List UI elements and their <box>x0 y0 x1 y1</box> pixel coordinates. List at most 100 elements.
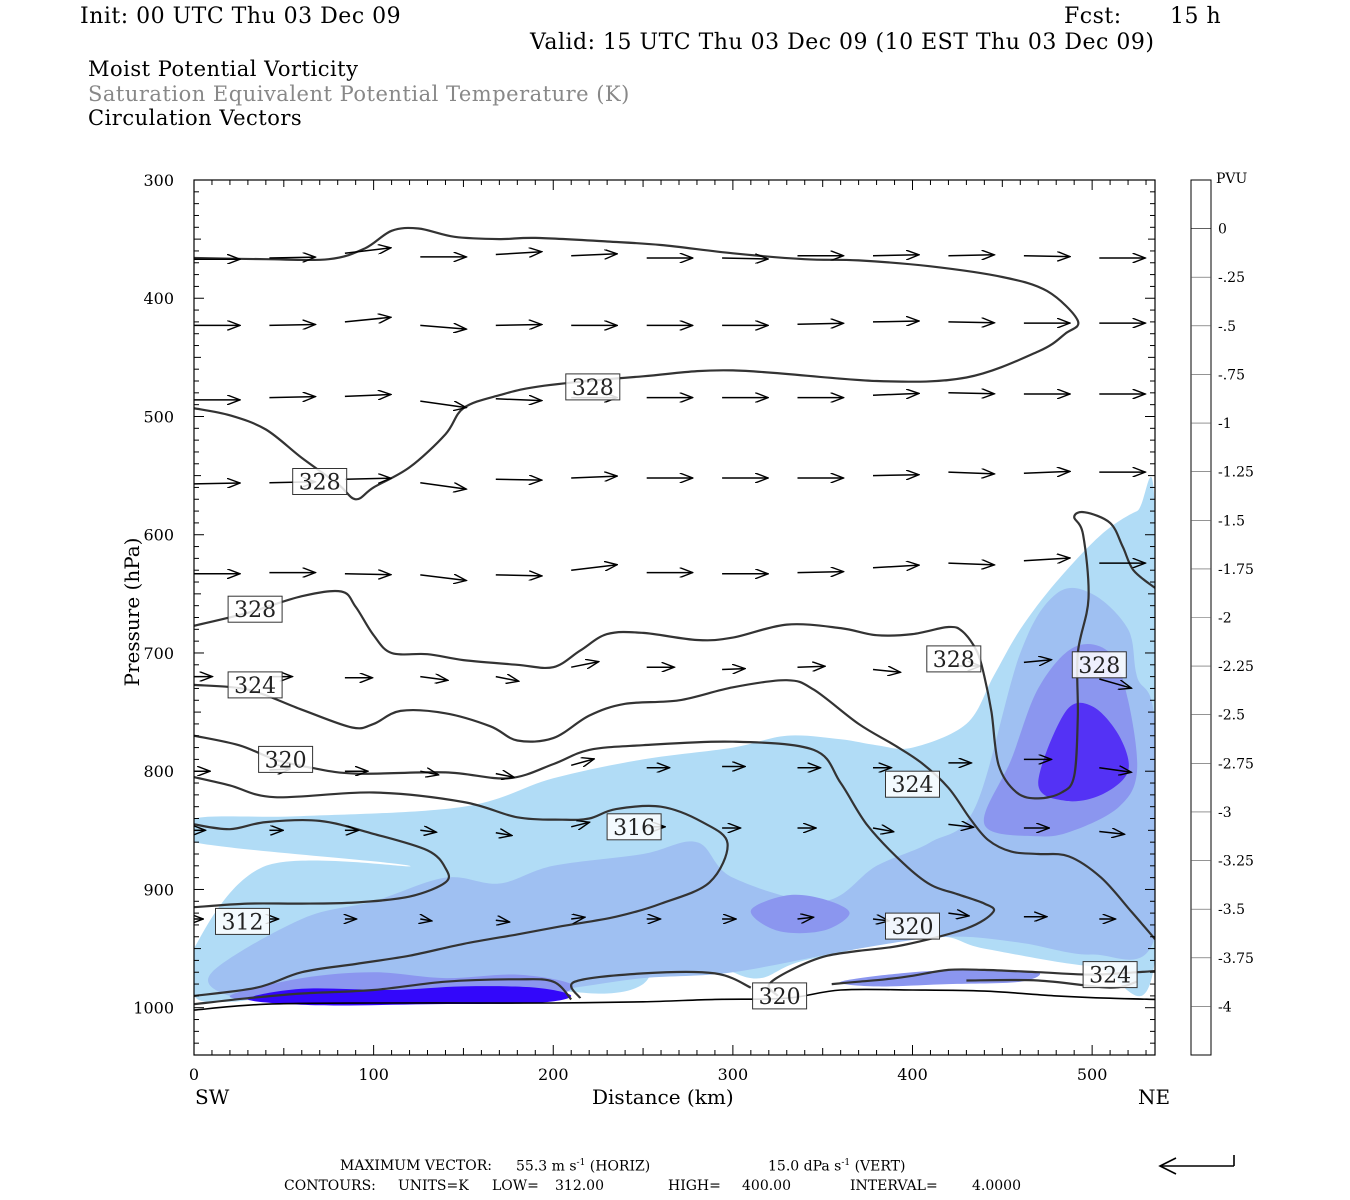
contour-label-box <box>227 671 283 699</box>
valid-time: Valid: 15 UTC Thu 03 Dec 09 (10 EST Thu … <box>530 30 1155 55</box>
y-tick-label: 400 <box>143 289 174 308</box>
x-tick-label: 500 <box>1077 1065 1108 1084</box>
colorbar-label: -4 <box>1218 999 1232 1015</box>
vector-arrow-43 <box>495 479 542 480</box>
contour-interval-value: 4.0000 <box>972 1178 1021 1194</box>
contour-label-box <box>215 907 270 935</box>
vector-arrow-96 <box>571 822 589 827</box>
y-tick-label: 900 <box>143 880 174 899</box>
contour-high-label: HIGH= <box>668 1178 721 1194</box>
vert-superscript: -1 <box>841 1158 851 1168</box>
vector-arrow-9 <box>872 255 919 256</box>
max-vector-label: MAXIMUM VECTOR: <box>340 1158 492 1174</box>
vector-arrow-101 <box>948 824 973 827</box>
vector-arrow-16 <box>420 325 466 329</box>
contour-label-text: 312 <box>222 910 264 935</box>
theta-contour-layer <box>194 226 1155 1011</box>
contours-label: CONTOURS: <box>284 1178 376 1194</box>
contour-label-6: 324 <box>885 770 940 798</box>
vector-arrow-39 <box>194 483 240 484</box>
x-tick-label: 200 <box>538 1065 569 1084</box>
contour-label-12: 312 <box>215 907 270 935</box>
vector-arrow-4 <box>495 252 542 255</box>
contour-label-text: 328 <box>299 471 341 496</box>
y-axis-title: Pressure (hPa) <box>120 537 144 687</box>
vector-arrow-109 <box>571 917 585 919</box>
vector-arrow-107 <box>420 919 432 921</box>
y-tick-label: 700 <box>143 644 174 663</box>
colorbar-unit: PVU <box>1216 171 1248 187</box>
contour-label-text: 324 <box>1089 964 1131 989</box>
vector-arrow-83 <box>570 759 594 765</box>
colorbar: 0 -.25 -.5 -.75 -1 -1.25 -1.5 -1.75 -2 -2.25 -2.5 -… <box>1190 179 1254 1056</box>
colorbar-label: -.25 <box>1218 270 1245 286</box>
vector-arrow-61 <box>872 565 919 568</box>
vector-arrow-23 <box>948 322 994 323</box>
y-tick-label: 300 <box>143 171 174 190</box>
contour-label-text: 324 <box>234 674 276 699</box>
plot-frame <box>193 179 1156 1056</box>
colorbar-label: -.5 <box>1218 319 1236 335</box>
colorbar-label: -2.5 <box>1218 708 1245 724</box>
footer-horiz-group: 55.3 m s-1 (HORIZ) <box>516 1158 650 1175</box>
colorbar-label: -3.25 <box>1218 854 1254 870</box>
contour-label-box <box>1082 961 1138 989</box>
contour-low-value: 312.00 <box>555 1178 604 1194</box>
contour-label-text: 328 <box>1078 654 1120 679</box>
vector-arrow-29 <box>420 400 466 408</box>
vector-arrow-54 <box>344 574 391 575</box>
contour-label-0: 328 <box>565 373 621 401</box>
contour-label-4: 328 <box>1071 651 1127 679</box>
contour-label-box <box>885 912 940 940</box>
theta-contour-320-3 <box>194 734 996 997</box>
vector-arrow-108 <box>495 920 510 922</box>
vector-arrow-62 <box>948 563 994 565</box>
contour-label-7: 324 <box>1082 961 1138 989</box>
vector-arrow-50 <box>1023 471 1070 473</box>
vector-arrow-44 <box>571 476 617 478</box>
contour-label-box <box>885 770 940 798</box>
vector-arrow-90 <box>1099 768 1131 773</box>
vector-arrow-27 <box>269 397 315 398</box>
colorbar-label: -1.5 <box>1218 513 1245 529</box>
contour-label-text: 320 <box>892 915 934 940</box>
contour-units: UNITS=K <box>398 1178 469 1194</box>
vector-arrow-17 <box>495 325 542 326</box>
colorbar-label: -3.75 <box>1218 951 1254 967</box>
contour-label-box <box>606 813 662 841</box>
colorbar-label: -1.25 <box>1218 465 1254 481</box>
max-vector-horiz-unit: (HORIZ) <box>589 1158 651 1175</box>
theta-contour-316-7 <box>194 978 573 1006</box>
init-time: Init: 00 UTC Thu 03 Dec 09 <box>80 4 402 29</box>
y-tick-label: 1000 <box>133 999 174 1018</box>
vector-arrow-114 <box>948 913 969 916</box>
contour-label-box <box>227 595 283 623</box>
colorbar-label: -2.25 <box>1218 659 1254 675</box>
vector-arrow-1 <box>269 257 315 258</box>
vector-arrow-82 <box>495 774 514 778</box>
y-tick-label: 800 <box>143 762 174 781</box>
colorbar-label: -.75 <box>1218 367 1245 383</box>
contour-label-8: 320 <box>258 745 314 773</box>
vector-arrow-70 <box>571 662 599 668</box>
vector-arrow-60 <box>797 572 844 573</box>
theta-contour-320-8 <box>570 970 752 999</box>
max-vector-vert: 15.0 dPa s <box>768 1158 842 1175</box>
vector-arrow-76 <box>1023 660 1052 663</box>
contour-label-box <box>292 468 348 495</box>
theta-contour-324-2 <box>194 679 1155 940</box>
pv-region-1 <box>208 587 1155 998</box>
vector-arrow-68 <box>420 677 448 681</box>
contour-label-10: 320 <box>752 982 808 1010</box>
contour-low-label: LOW= <box>492 1178 539 1194</box>
theta-contour-312-5 <box>194 818 451 909</box>
axes-layer: 0 100 200 300 400 500 300 400 500 600 700 800 900 100… <box>133 171 1107 1084</box>
contour-high-value: 400.00 <box>742 1178 791 1194</box>
contour-label-3: 328 <box>926 645 982 673</box>
vector-arrow-30 <box>495 399 542 401</box>
max-vector-vert-unit: (VERT) <box>854 1158 906 1175</box>
ne-end-label: NE <box>1138 1085 1171 1109</box>
contour-label-2: 328 <box>227 595 283 623</box>
colorbar-label: -2.75 <box>1218 756 1254 772</box>
